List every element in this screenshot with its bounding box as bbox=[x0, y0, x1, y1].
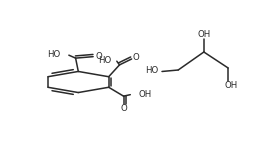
Text: HO: HO bbox=[48, 50, 61, 59]
Text: O: O bbox=[132, 53, 139, 62]
Text: OH: OH bbox=[224, 81, 238, 90]
Text: O: O bbox=[120, 104, 127, 113]
Text: HO: HO bbox=[98, 56, 112, 65]
Text: HO: HO bbox=[145, 66, 158, 74]
Text: OH: OH bbox=[197, 30, 211, 39]
Text: O: O bbox=[96, 52, 103, 61]
Text: OH: OH bbox=[139, 90, 152, 99]
